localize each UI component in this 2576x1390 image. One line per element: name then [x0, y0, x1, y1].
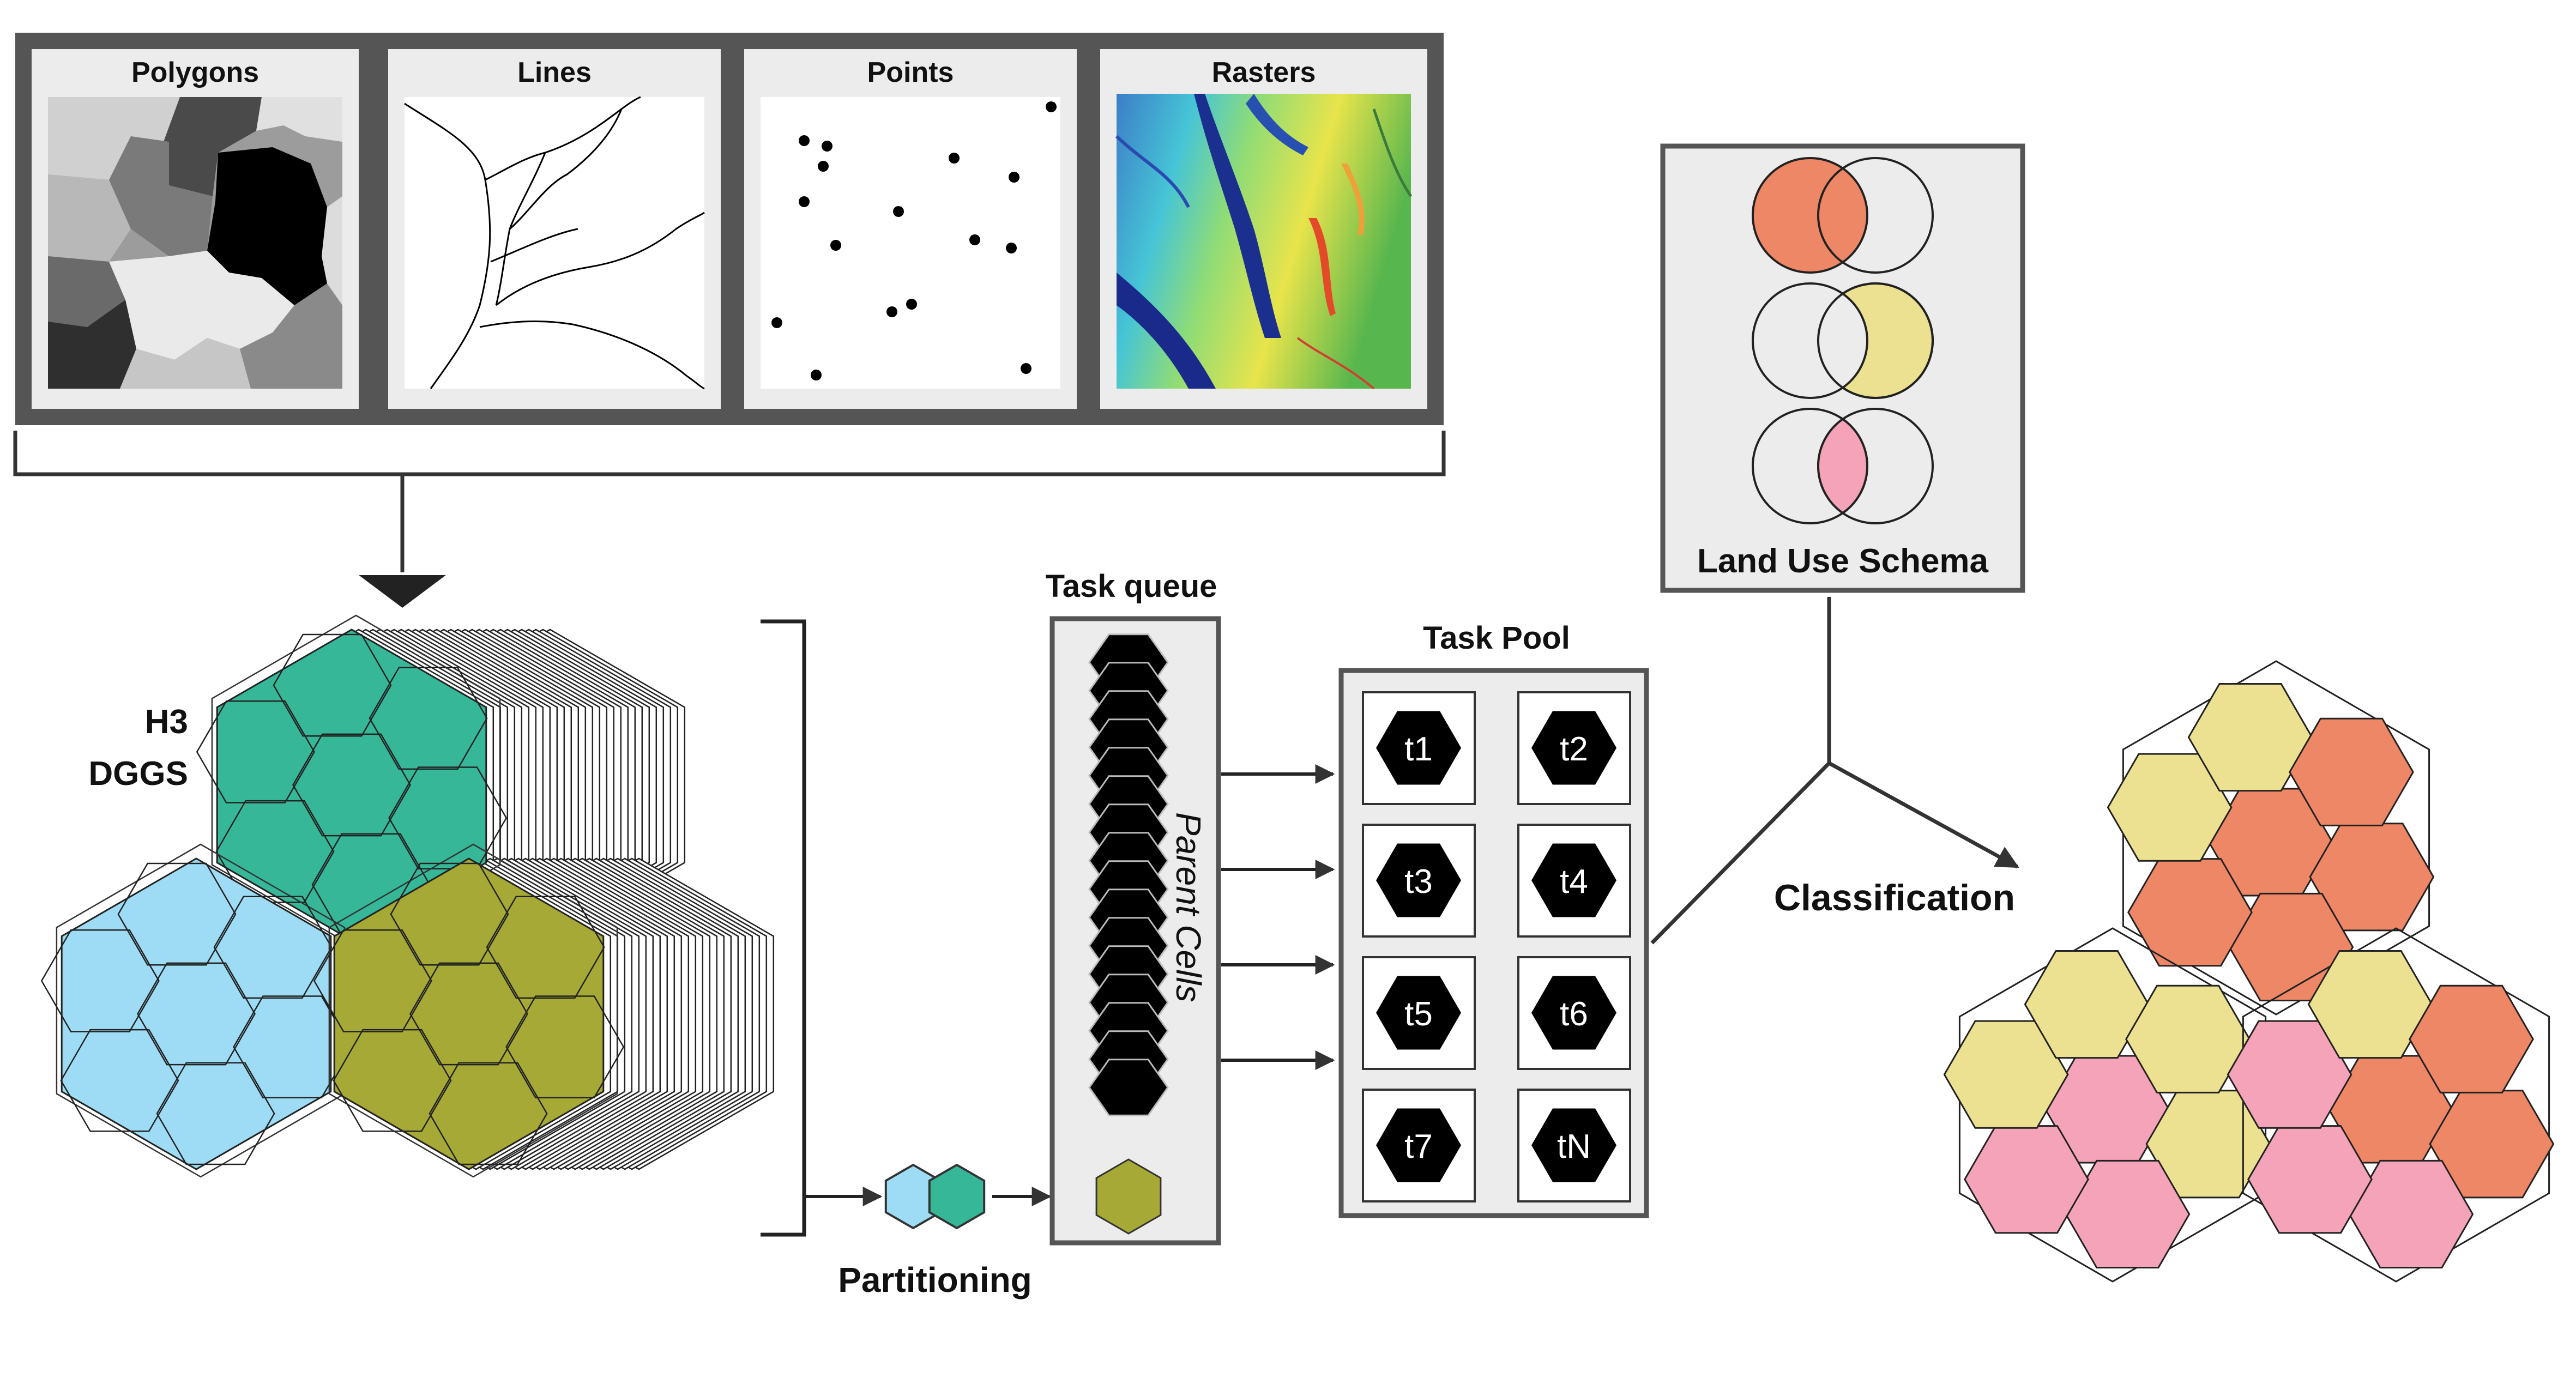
points-label: Points [867, 57, 954, 88]
task-label: t1 [1404, 730, 1433, 768]
queue-to-pool-arrows [1221, 764, 1335, 1070]
queued-parent-cell-olive [1095, 1158, 1162, 1235]
rasters-tile: Rasters [1100, 49, 1427, 409]
classified-hex-top [2107, 660, 2435, 1016]
task-label: tN [1557, 1128, 1591, 1165]
task-hex-icon [1376, 843, 1461, 917]
task-label: t7 [1404, 1128, 1433, 1165]
task-hex-icon [1531, 976, 1616, 1050]
classification-arrow [1828, 761, 2019, 869]
venn-row-1 [1752, 157, 1934, 274]
polygons-tile: Polygons [32, 49, 359, 409]
h3-parent-hexes [40, 614, 625, 1178]
venn-row-2 [1752, 282, 1934, 399]
classified-output [1943, 660, 2555, 1283]
task-cell-t4: t4 [1517, 824, 1631, 938]
task-cell-t5: t5 [1362, 956, 1476, 1070]
task-cell-t7: t7 [1362, 1089, 1476, 1202]
task-label: t5 [1404, 995, 1433, 1033]
dggs-label: DGGS [88, 755, 188, 793]
task-pool: Task Pool t1 t2 t3 t4 t5 t6 t7 tN [1338, 620, 1649, 1218]
classified-cell [2429, 1090, 2555, 1199]
task-hex-icon [1376, 1108, 1461, 1182]
h3-hex-olive [313, 843, 625, 1178]
partitioning-step: Partitioning [804, 1163, 1052, 1300]
classified-cell [2247, 1125, 2373, 1234]
h3-label: H3 [145, 703, 188, 741]
points-tile: Points [744, 49, 1077, 409]
h3-hex-teal [196, 614, 508, 949]
rasters-image [1115, 94, 1413, 390]
lines-tile: Lines [388, 49, 721, 409]
task-hex-icon [1376, 711, 1461, 785]
classified-cell [2024, 950, 2150, 1059]
parent-cells-queue [1088, 633, 1169, 1235]
input-data-panel: Polygons Lines [13, 33, 1446, 608]
classified-cell [2127, 858, 2253, 967]
task-cell-t2: t2 [1517, 691, 1631, 805]
parent-cells-label: Parent Cells [1169, 812, 1208, 1002]
classified-cell [2125, 984, 2251, 1093]
points-image [761, 97, 1060, 389]
classified-cell [2409, 984, 2534, 1093]
task-cells: t1 t2 t3 t4 t5 t6 t7 tN [1362, 691, 1631, 1202]
task-cell-t1: t1 [1362, 691, 1476, 805]
classified-cell [2289, 717, 2414, 826]
task-hex-icon [1376, 976, 1461, 1050]
task-hex-icon [1531, 843, 1616, 917]
task-cell-tN: tN [1517, 1089, 1631, 1202]
task-queue-title: Task queue [1046, 569, 1217, 604]
down-arrow-icon [359, 575, 446, 608]
partitioning-label: Partitioning [838, 1260, 1032, 1300]
classified-hex-left [1943, 927, 2271, 1283]
task-hex-icon [1531, 711, 1616, 785]
task-label: t4 [1560, 863, 1588, 901]
classified-cell [2187, 683, 2313, 792]
task-pool-title: Task Pool [1423, 620, 1570, 656]
classified-hex-right [2227, 927, 2555, 1283]
classification-step: Classification [1650, 597, 2019, 945]
classified-cell [1964, 1125, 2089, 1234]
task-label: t6 [1560, 995, 1588, 1033]
lines-image [404, 96, 705, 390]
land-use-schema-label: Land Use Schema [1697, 542, 1989, 580]
classified-cell [2307, 950, 2433, 1059]
classification-label: Classification [1774, 877, 2015, 918]
task-cell-t6: t6 [1517, 956, 1631, 1070]
queued-parent-cell [1088, 1059, 1169, 1116]
task-queue: Task queue Parent Cells [1046, 569, 1221, 1246]
polygons-image [48, 97, 342, 389]
h3-hex-blue [40, 843, 352, 1178]
task-hex-icon [1531, 1108, 1616, 1182]
input-bracket [13, 431, 1446, 476]
task-label: t2 [1560, 730, 1588, 768]
task-cell-t3: t3 [1362, 824, 1476, 938]
lines-label: Lines [517, 57, 592, 88]
polygons-label: Polygons [131, 57, 259, 88]
venn-row-3 [1752, 408, 1934, 524]
rasters-label: Rasters [1212, 57, 1316, 88]
land-use-schema: Land Use Schema [1660, 143, 2025, 593]
h3-dggs-stack: H3 DGGS [40, 614, 806, 1237]
classified-cell [2309, 823, 2435, 932]
partition-hex-teal [928, 1163, 986, 1230]
task-label: t3 [1404, 863, 1433, 901]
stack-bracket [761, 619, 806, 1237]
